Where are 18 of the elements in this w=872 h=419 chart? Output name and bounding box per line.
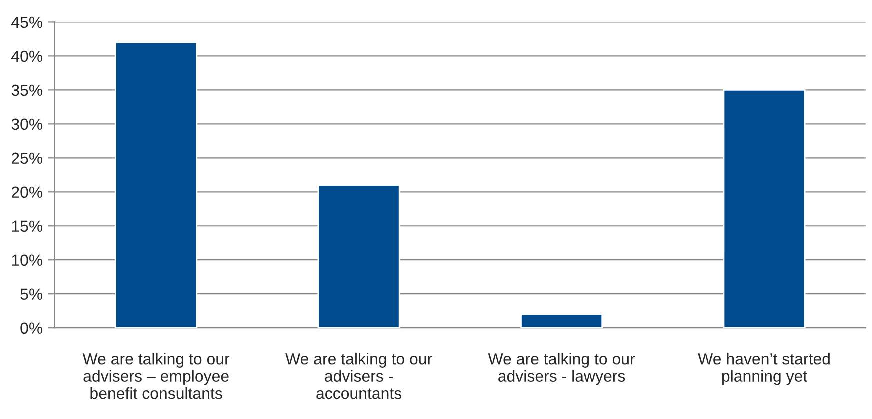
y-tick-label: 45% — [12, 16, 43, 28]
bar — [115, 42, 198, 328]
bar — [318, 184, 400, 328]
y-tick-label: 35% — [12, 84, 43, 96]
x-tick-label: We haven’t started planning yet — [698, 353, 830, 386]
x-tick-label: We are talking to our advisers - lawyers — [488, 353, 636, 386]
y-tick-label: 40% — [12, 50, 43, 62]
y-tick-label: 5% — [20, 288, 43, 300]
bar — [723, 89, 806, 328]
y-tick-label: 20% — [12, 186, 43, 198]
y-tick-label: 15% — [12, 220, 43, 232]
y-tick-label: 10% — [12, 254, 43, 266]
y-tick-label: 30% — [12, 118, 43, 130]
bar — [520, 314, 604, 328]
x-tick-label: We are talking to our advisers - accountants — [286, 353, 432, 400]
y-tick-label: 0% — [20, 322, 43, 334]
x-tick-label: We are talking to our advisers – employee benefit consultants — [82, 353, 230, 400]
y-tick-label: 25% — [12, 152, 43, 164]
